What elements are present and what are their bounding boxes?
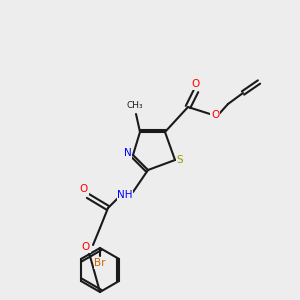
- Text: O: O: [192, 79, 200, 89]
- Text: O: O: [211, 110, 219, 120]
- Text: O: O: [82, 242, 90, 252]
- Text: S: S: [177, 155, 183, 165]
- Text: N: N: [124, 148, 132, 158]
- Text: NH: NH: [117, 190, 133, 200]
- Text: CH₃: CH₃: [127, 101, 143, 110]
- Text: Br: Br: [94, 258, 106, 268]
- Text: O: O: [80, 184, 88, 194]
